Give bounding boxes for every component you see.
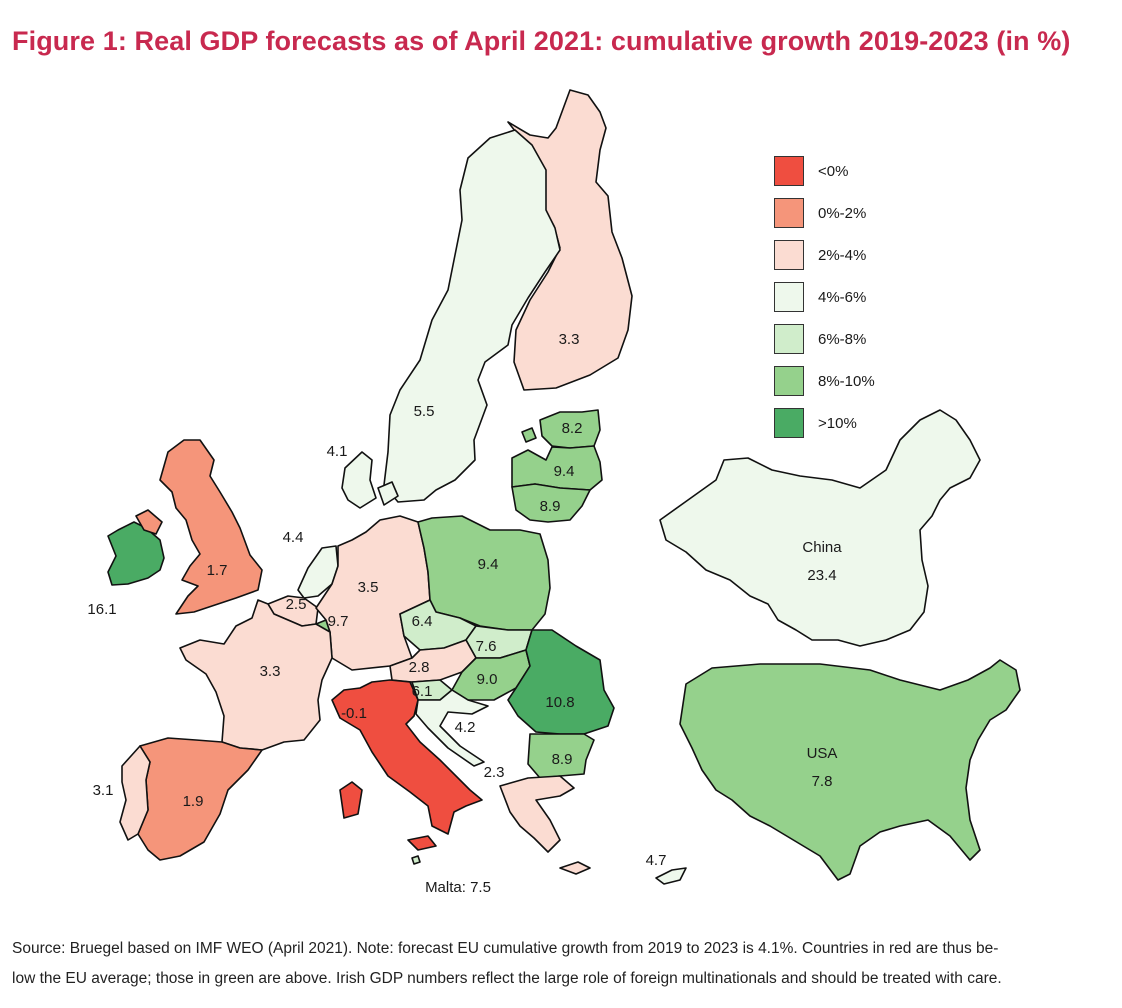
label-malta: Malta: 7.5	[425, 879, 491, 896]
region-sweden	[383, 129, 561, 503]
label-china-value: 23.4	[807, 567, 836, 584]
label-netherlands: 4.4	[283, 529, 304, 546]
legend-swatch	[774, 240, 804, 270]
label-denmark: 4.1	[327, 443, 348, 460]
region-portugal	[119, 745, 151, 841]
legend-item: 4%-6%	[774, 276, 934, 318]
legend-label: 2%-4%	[818, 246, 867, 264]
region-greece	[499, 775, 591, 875]
legend-swatch	[774, 282, 804, 312]
label-germany: 3.5	[358, 579, 379, 596]
region-estonia	[521, 409, 601, 449]
source-note-line: Source: Bruegel based on IMF WEO (April …	[12, 940, 999, 957]
legend-label: 8%-10%	[818, 372, 875, 390]
label-uk: 1.7	[207, 562, 228, 579]
legend-item: 0%-2%	[774, 192, 934, 234]
label-poland: 9.4	[478, 556, 499, 573]
source-note: Source: Bruegel based on IMF WEO (April …	[12, 934, 1112, 994]
legend-label: <0%	[818, 162, 849, 180]
label-finland: 3.3	[559, 331, 580, 348]
label-croatia: 4.2	[455, 719, 476, 736]
label-china-name: China	[802, 539, 842, 556]
label-austria: 2.8	[409, 659, 430, 676]
label-italy: -0.1	[341, 705, 367, 722]
figure-title: Figure 1: Real GDP forecasts as of April…	[12, 26, 1071, 56]
label-hungary: 9.0	[477, 671, 498, 688]
region-china	[659, 409, 981, 647]
label-slovenia: 6.1	[412, 683, 433, 700]
label-romania: 10.8	[545, 694, 574, 711]
label-ireland: 16.1	[87, 601, 116, 618]
map-legend: <0% 0%-2% 2%-4% 4%-6% 6%-8% 8%-10% >10%	[774, 150, 934, 444]
region-denmark	[341, 451, 399, 509]
label-estonia: 8.2	[562, 420, 583, 437]
label-czechia: 6.4	[412, 613, 433, 630]
legend-swatch	[774, 156, 804, 186]
label-belgium: 2.5	[286, 596, 307, 613]
legend-item: 8%-10%	[774, 360, 934, 402]
legend-swatch	[774, 366, 804, 396]
region-bulgaria	[527, 733, 595, 779]
region-ireland	[107, 521, 165, 586]
legend-swatch	[774, 408, 804, 438]
label-spain: 1.9	[183, 793, 204, 810]
region-lithuania	[511, 483, 591, 523]
legend-swatch	[774, 198, 804, 228]
label-sweden: 5.5	[414, 403, 435, 420]
legend-item: 6%-8%	[774, 318, 934, 360]
label-slovakia: 7.6	[476, 638, 497, 655]
legend-item: >10%	[774, 402, 934, 444]
label-greece: 2.3	[484, 764, 505, 781]
label-lithuania: 8.9	[540, 498, 561, 515]
region-uk	[135, 439, 263, 615]
legend-label: 4%-6%	[818, 288, 867, 306]
label-cyprus: 4.7	[646, 852, 667, 869]
region-cyprus	[655, 867, 687, 885]
label-portugal: 3.1	[93, 782, 114, 799]
label-luxembourg: 9.7	[328, 613, 349, 630]
legend-label: 0%-2%	[818, 204, 867, 222]
region-malta	[411, 855, 421, 865]
legend-swatch	[774, 324, 804, 354]
region-croatia	[415, 689, 489, 767]
region-italy	[331, 679, 483, 851]
legend-label: 6%-8%	[818, 330, 867, 348]
region-poland	[417, 515, 551, 631]
label-usa-name: USA	[807, 745, 838, 762]
label-usa-value: 7.8	[812, 773, 833, 790]
legend-item: 2%-4%	[774, 234, 934, 276]
legend-label: >10%	[818, 414, 857, 432]
region-usa	[679, 659, 1021, 881]
source-note-line: low the EU average; those in green are a…	[12, 970, 1002, 987]
region-france	[179, 599, 333, 751]
label-latvia: 9.4	[554, 463, 575, 480]
legend-item: <0%	[774, 150, 934, 192]
label-bulgaria: 8.9	[552, 751, 573, 768]
label-france: 3.3	[260, 663, 281, 680]
